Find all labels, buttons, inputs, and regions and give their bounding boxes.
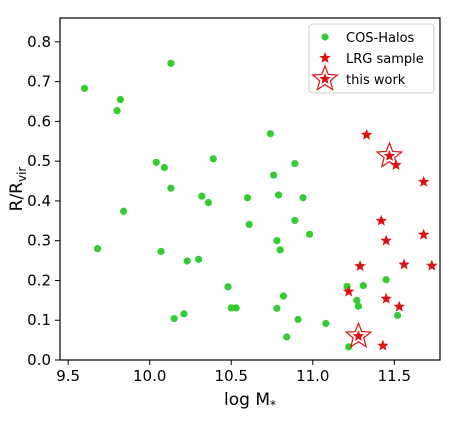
x-tick-label: 11.5 [378,367,411,385]
x-tick-label: 11.0 [296,367,329,385]
cos-halos-point [204,198,213,207]
cos-halos-point [80,84,89,92]
cos-halos-point [283,333,291,341]
lrg-sample-point [417,228,430,240]
lrg-sample-point [375,214,387,226]
cos-halos-point [305,230,314,238]
y-tick-label: 0.5 [27,152,51,170]
plot-frame [59,17,441,361]
cos-halos-point [359,282,367,290]
legend-label-this-work: this work [346,73,406,88]
cos-halos-point [270,171,278,179]
data-marks [80,59,438,351]
lrg-sample-point [377,339,389,351]
legend-marker-lrg-sample [319,52,331,63]
lrg-sample-point [426,259,438,271]
lrg-sample-point [393,300,405,312]
cos-halos-point [322,319,330,328]
cos-halos-point [93,245,102,253]
cos-halos-point [354,302,363,310]
lrg-sample-point [342,285,355,297]
y-tick-label: 0.7 [27,73,51,91]
cos-halos-point [276,246,284,254]
cos-halos-point [170,315,178,323]
cos-halos-point [157,247,165,256]
cos-halos-point [120,207,128,215]
this-work-point [344,321,373,349]
cos-halos-point [291,159,299,168]
cos-halos-point [116,95,124,104]
y-tick-label: 0.2 [27,271,51,289]
x-tick-label: 10.5 [215,367,248,385]
lrg-sample-point [380,234,392,246]
lrg-sample-point [380,292,392,304]
cos-halos-point [195,255,203,263]
cos-halos-point [291,216,299,225]
cos-halos-point [152,158,160,166]
lrg-sample-point [417,175,430,187]
legend-label-cos-halos: COS-Halos [346,31,415,46]
cos-halos-point [273,304,281,312]
legend: COS-Halos LRG sample this work [308,23,435,94]
y-tick-label: 0.1 [27,311,51,329]
cos-halos-point [382,276,390,284]
cos-halos-point [198,192,206,200]
legend-markers [311,33,339,91]
cos-halos-point [294,315,302,324]
cos-halos-point [183,257,191,265]
lrg-sample-point [360,128,373,140]
axis-ticks: 9.5 10.0 10.5 11.0 11.5 0.0 0.1 0.2 0.3 0.4 0.5 0.6… [27,33,411,385]
y-tick-label: 0.6 [27,112,51,130]
cos-halos-point [167,59,175,67]
legend-box [308,23,435,94]
legend-marker-cos-halos [321,33,329,41]
cos-halos-point [353,296,361,304]
x-axis-label: log M* [224,390,276,412]
legend-marker-this-work [311,64,339,91]
lrg-sample-point [354,260,366,271]
cos-halos-point [167,184,175,192]
x-tick-label: 9.5 [56,367,80,385]
y-tick-label: 0.0 [27,351,51,369]
legend-label-lrg-sample: LRG sample [346,52,424,67]
cos-halos-point [224,283,232,291]
y-tick-label: 0.3 [27,232,51,250]
y-axis-label: R/Rvir [7,167,29,212]
cos-halos-point [299,194,307,202]
cos-halos-point [209,155,217,163]
this-work-point [375,141,404,168]
cos-halos-point [160,163,168,172]
cos-halos-point [273,237,281,245]
lrg-sample-point [398,258,410,270]
cos-halos-point [266,130,274,138]
cos-halos-point [232,304,240,312]
cos-halos-point [245,220,253,228]
cos-halos-point [393,311,402,320]
cos-halos-point [274,191,283,199]
cos-halos-point [113,107,121,115]
y-tick-label: 0.8 [27,33,51,51]
x-tick-label: 10.0 [133,367,166,385]
cos-halos-point [180,310,188,318]
cos-halos-point [243,194,252,202]
cos-halos-point [345,343,353,351]
y-tick-label: 0.4 [27,192,51,210]
cos-halos-point [279,292,288,300]
